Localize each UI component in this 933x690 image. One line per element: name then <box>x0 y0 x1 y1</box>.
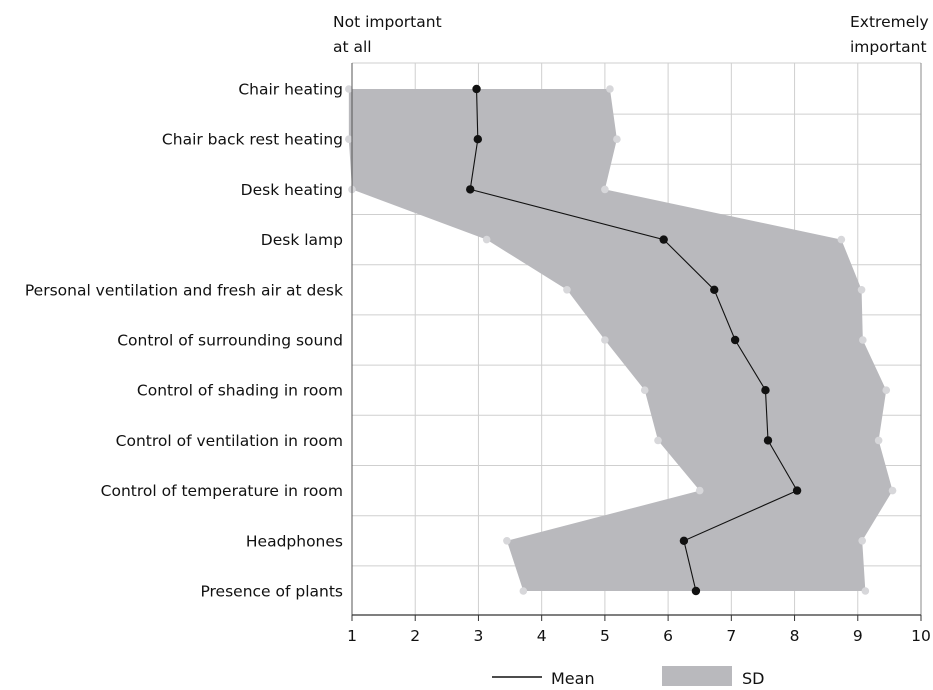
x-tick-label: 10 <box>911 627 931 645</box>
scale-label-right-line1: Extremely <box>850 13 929 31</box>
sd-upper-point <box>606 85 614 93</box>
legend-mean-label: Mean <box>551 669 595 686</box>
sd-lower-point <box>601 336 609 344</box>
mean-point <box>473 135 483 144</box>
sd-lower-point <box>345 135 353 143</box>
mean-series <box>466 84 802 596</box>
category-label: Control of ventilation in room <box>116 432 343 450</box>
sd-lower-point <box>345 85 353 93</box>
mean-point <box>763 436 773 445</box>
category-label: Control of shading in room <box>137 382 343 400</box>
scale-label-left-line1: Not important <box>333 13 442 31</box>
sd-lower-point <box>695 486 704 495</box>
sd-lower-point <box>640 386 649 395</box>
mean-point <box>710 285 719 294</box>
x-tick-label: 1 <box>347 627 357 645</box>
mean-point <box>472 84 481 94</box>
mean-point <box>730 335 740 345</box>
scale-label-right-line2: important <box>850 38 927 56</box>
mean-point <box>792 486 802 495</box>
sd-upper-point <box>874 436 883 445</box>
x-tick-label: 8 <box>790 627 800 645</box>
x-tick-label: 3 <box>474 627 484 645</box>
mean-point <box>659 235 668 244</box>
category-label: Personal ventilation and fresh air at de… <box>25 281 343 299</box>
x-tick-label: 2 <box>410 627 420 645</box>
category-label: Presence of plants <box>200 583 343 601</box>
category-label: Desk lamp <box>261 231 343 249</box>
x-tick-label: 5 <box>600 627 610 645</box>
category-label: Headphones <box>246 532 343 550</box>
x-tick-label: 9 <box>853 627 863 645</box>
sd-upper-point <box>882 386 891 395</box>
sd-upper-point <box>613 135 621 143</box>
category-label: Chair back rest heating <box>162 131 343 149</box>
sd-lower-point <box>519 587 528 595</box>
x-tick-label: 7 <box>726 627 736 645</box>
legend-sd-swatch <box>662 666 732 686</box>
sd-upper-point <box>888 486 897 495</box>
legend-sd-label: SD <box>742 669 764 686</box>
x-tick-label: 6 <box>663 627 673 645</box>
sd-band-area <box>348 89 893 591</box>
sd-band <box>348 89 893 591</box>
sd-lower-point <box>503 537 511 545</box>
scale-label-left-line2: at all <box>333 38 372 56</box>
sd-upper-point <box>601 185 609 194</box>
plot-frame <box>351 63 922 616</box>
sd-upper-point <box>861 587 870 595</box>
sd-lower-point <box>563 286 571 294</box>
mean-point <box>679 536 689 545</box>
sd-upper-point <box>859 336 867 344</box>
category-label: Control of surrounding sound <box>117 332 343 350</box>
sd-lower-point <box>654 436 662 445</box>
category-label: Control of temperature in room <box>101 482 343 500</box>
sd-upper-point <box>857 286 866 294</box>
category-labels: Chair heating Chair back rest heating Desk… <box>25 81 343 601</box>
category-label: Desk heating <box>241 181 343 199</box>
mean-point <box>761 386 770 395</box>
sd-upper-point <box>837 235 846 244</box>
mean-point <box>466 185 475 194</box>
sd-upper-point <box>858 537 867 545</box>
legend: Mean SD <box>492 666 764 688</box>
category-label: Chair heating <box>238 81 343 99</box>
x-axis: 1 2 3 4 5 6 7 8 9 10 <box>347 615 931 645</box>
sd-lower-point <box>482 235 491 244</box>
x-tick-label: 4 <box>537 627 547 645</box>
mean-point <box>691 586 701 596</box>
